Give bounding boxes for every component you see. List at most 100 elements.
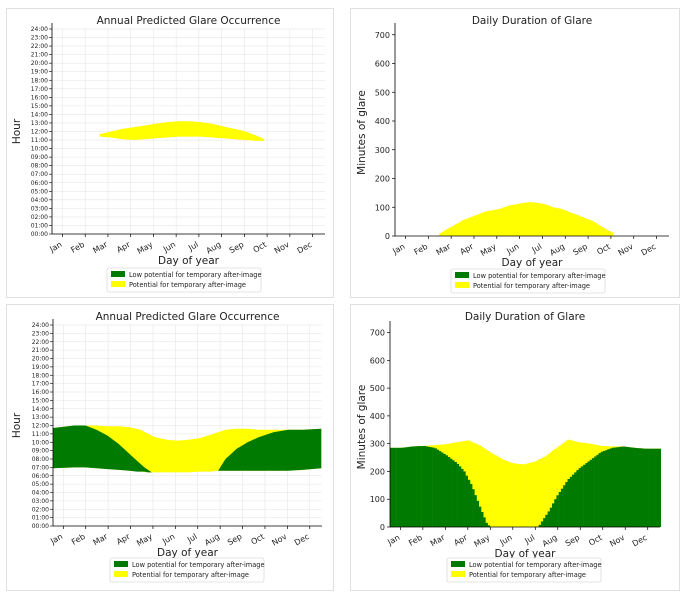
glare-bar-low-potential: [403, 447, 406, 527]
legend-swatch-low: [455, 272, 469, 278]
y-tick-label: 0: [385, 232, 390, 241]
legend-label-low: Low potential for temporary after-image: [473, 272, 606, 280]
glare-bar-potential: [495, 209, 499, 236]
glare-bar-low-potential: [614, 447, 617, 527]
legend-label-potential: Potential for temporary after-image: [473, 282, 590, 290]
y-tick-label: 04:00: [31, 197, 48, 204]
glare-bar-potential: [477, 214, 481, 236]
glare-bar-potential: [497, 209, 501, 236]
glare-bar-potential: [585, 218, 589, 237]
glare-bar-potential: [560, 443, 564, 527]
y-tick-label: 08:00: [32, 456, 49, 463]
glare-bar-potential: [505, 460, 508, 527]
glare-bar-low-potential: [623, 446, 626, 527]
x-tick-label: Jun: [161, 240, 177, 255]
glare-bar-potential: [486, 211, 490, 236]
x-tick-label: May: [479, 242, 498, 258]
y-tick-label: 04:00: [32, 490, 49, 497]
x-tick-label: Jun: [160, 532, 176, 547]
glare-bar-low-potential: [647, 448, 650, 527]
x-tick-label: Jun: [504, 242, 520, 257]
glare-bar-low-potential: [596, 454, 599, 527]
x-tick-label: Jan: [48, 532, 64, 546]
glare-bar-low-potential: [569, 476, 573, 527]
y-tick-label: 20:00: [32, 356, 49, 363]
y-tick-label: 07:00: [31, 171, 48, 178]
glare-bar-low-potential: [461, 468, 464, 527]
y-tick-label: 100: [375, 203, 390, 212]
glare-bar-potential: [610, 232, 613, 236]
glare-bar-potential: [461, 220, 465, 236]
legend-swatch-potential: [114, 571, 128, 577]
x-tick-label: Aug: [541, 533, 559, 549]
glare-bar-potential: [538, 203, 541, 236]
glare-bar-potential: [485, 449, 488, 527]
glare-bar-low-potential: [574, 472, 577, 527]
glare-bar-low-potential: [481, 512, 484, 527]
legend-box: [106, 267, 262, 293]
glare-bar-potential: [574, 214, 577, 236]
chart-svg: Daily Duration of Glare 0 100 200 300 400 500 6…: [356, 311, 661, 583]
glare-bar-potential: [545, 455, 548, 527]
x-tick-label: Aug: [203, 532, 221, 548]
glare-bar-low-potential: [418, 446, 422, 527]
y-axis-label: Minutes of glare: [356, 90, 368, 175]
glare-bar-low-potential: [394, 447, 397, 527]
glare-bar-potential: [476, 444, 479, 527]
glare-bar-potential: [512, 463, 515, 527]
x-axis-label: Day of year: [157, 547, 219, 559]
glare-bar-potential: [532, 462, 535, 527]
glare-bar-low-potential: [640, 448, 644, 527]
glare-bar-low-potential: [467, 479, 471, 527]
glare-bar-potential: [464, 219, 467, 236]
y-tick-label: 22:00: [32, 339, 49, 346]
glare-bar-potential: [549, 452, 553, 527]
glare-bar-potential: [503, 460, 506, 527]
y-tick-label: 00:00: [31, 231, 48, 238]
y-tick-label: 600: [375, 60, 390, 69]
y-tick-label: 13:00: [32, 414, 49, 421]
y-tick-label: 10:00: [31, 146, 48, 153]
glare-bar-potential: [520, 464, 524, 527]
chart-title: Daily Duration of Glare: [465, 311, 585, 323]
glare-bar-potential: [529, 202, 532, 236]
glare-bar-low-potential: [578, 468, 582, 527]
glare-bar-potential: [478, 445, 482, 527]
y-tick-label: 09:00: [32, 448, 49, 455]
glare-bar-low-potential: [552, 503, 555, 527]
glare-bar-potential: [492, 453, 495, 527]
x-tick-label: Jul: [186, 240, 200, 253]
x-tick-label: May: [136, 240, 155, 256]
x-tick-label: Nov: [273, 240, 291, 256]
glare-bar-potential: [515, 204, 519, 236]
glare-bar-low-potential: [658, 448, 661, 527]
glare-bar-potential: [483, 448, 486, 527]
legend-box: [450, 268, 606, 294]
glare-bar-potential: [527, 202, 530, 236]
glare-bar-potential: [482, 212, 485, 236]
glare-bar-low-potential: [625, 446, 628, 527]
y-tick-label: 500: [375, 88, 390, 97]
glare-bar-potential: [487, 451, 491, 527]
y-tick-label: 01:00: [31, 222, 48, 229]
y-tick-label: 12:00: [32, 423, 49, 430]
glare-bar-potential: [545, 204, 548, 236]
glare-bar-low-potential: [616, 447, 619, 527]
glare-bar-low-potential: [538, 524, 542, 527]
glare-bar-low-potential: [463, 471, 466, 527]
glare-bar-potential: [488, 210, 492, 236]
y-tick-label: 12:00: [31, 129, 48, 136]
glare-bar-potential: [592, 221, 595, 236]
glare-bar-low-potential: [414, 446, 417, 527]
y-tick-label: 10:00: [32, 439, 49, 446]
y-tick-label: 23:00: [32, 330, 49, 337]
glare-bar-potential: [565, 211, 568, 236]
glare-bar-potential: [475, 215, 478, 236]
glare-bar-low-potential: [427, 446, 431, 527]
x-tick-label: Oct: [252, 240, 268, 255]
glare-bar-potential: [455, 224, 458, 236]
y-tick-label: 09:00: [31, 154, 48, 161]
glare-bar-low-potential: [465, 475, 468, 527]
y-tick-label: 200: [370, 467, 385, 476]
glare-bar-low-potential: [563, 485, 566, 527]
